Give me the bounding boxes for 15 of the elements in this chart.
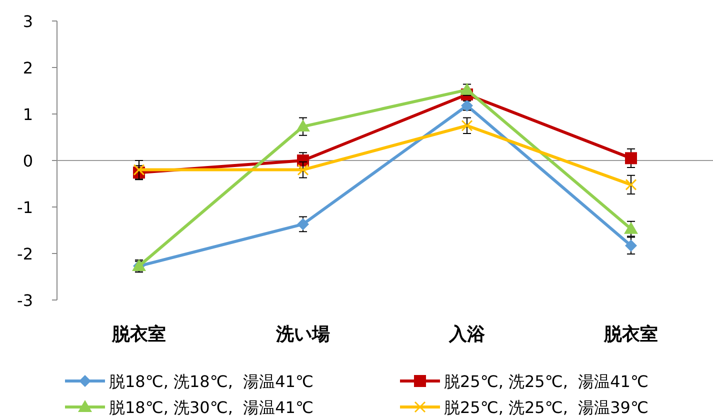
x-tick-label: 脱衣室 xyxy=(111,324,166,345)
legend-label: 脱18℃, 洗18℃, 湯温41℃ xyxy=(109,372,314,391)
y-tick-label: 0 xyxy=(22,152,33,170)
y-tick-label: -3 xyxy=(17,291,33,310)
x-tick-label: 脱衣室 xyxy=(603,324,658,345)
legend-label: 脱25℃, 洗25℃, 湯温41℃ xyxy=(444,372,648,391)
legend-label: 脱18℃, 洗30℃, 湯温41℃ xyxy=(109,398,314,417)
y-tick-label: 2 xyxy=(22,58,33,78)
y-tick-label: -2 xyxy=(17,244,33,264)
legend-label: 脱25℃, 洗25℃, 湯温39℃ xyxy=(444,398,648,417)
y-tick-label: 1 xyxy=(22,105,33,124)
y-tick-label: -1 xyxy=(17,198,33,217)
x-tick-label: 入浴 xyxy=(448,324,486,345)
x-tick-label: 洗い場 xyxy=(275,324,330,345)
y-tick-label: 3 xyxy=(22,12,33,31)
